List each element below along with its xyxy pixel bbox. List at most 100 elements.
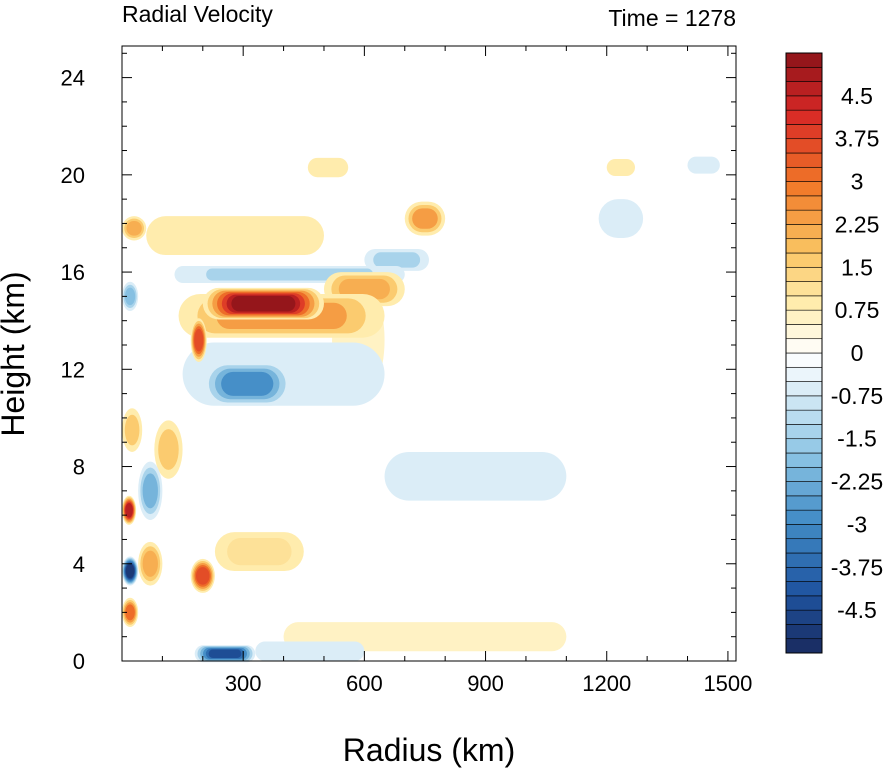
colorbar-bin <box>785 638 823 654</box>
colorbar-bin <box>785 252 823 268</box>
plot-frame <box>121 45 737 662</box>
velocity-contour-region <box>126 221 142 236</box>
colorbar-bin <box>785 338 823 354</box>
velocity-field <box>122 156 720 663</box>
velocity-contour-region <box>231 295 296 312</box>
x-tick-label: 300 <box>225 671 262 696</box>
colorbar-bin <box>785 309 823 325</box>
colorbar-bin <box>785 452 823 468</box>
velocity-contour-region <box>606 159 636 177</box>
colorbar-bin <box>785 324 823 340</box>
colorbar-bin <box>785 166 823 182</box>
velocity-contour-region <box>687 156 720 174</box>
colorbar-label: 1.5 <box>841 254 873 280</box>
velocity-contour-region <box>124 414 140 446</box>
colorbar-label: -3 <box>847 511 867 537</box>
colorbar-bin <box>785 424 823 440</box>
y-tick-label: 20 <box>61 163 85 188</box>
y-tick-label: 12 <box>61 357 85 382</box>
y-tick-label: 24 <box>61 66 85 91</box>
colorbar-label: -2.25 <box>831 469 883 495</box>
velocity-contour-region <box>373 252 421 268</box>
velocity-contour-region <box>142 473 158 509</box>
colorbar-label: 0.75 <box>835 297 880 323</box>
x-tick-label: 1500 <box>703 671 752 696</box>
colorbar-bin <box>785 352 823 368</box>
velocity-contour-region <box>221 371 274 396</box>
colorbar-bin <box>785 609 823 625</box>
colorbar-bin <box>785 566 823 582</box>
colorbar-bin <box>785 624 823 640</box>
colorbar-bin <box>785 466 823 482</box>
plot-title-right: Time = 1278 <box>608 5 736 31</box>
velocity-contour-region <box>125 502 133 518</box>
velocity-contour-region <box>412 208 438 229</box>
colorbar-label: 2.25 <box>835 211 880 237</box>
colorbar-bin <box>785 581 823 597</box>
colorbar-bin <box>785 366 823 382</box>
colorbar-bin <box>785 481 823 497</box>
colorbar-bin <box>785 524 823 540</box>
plot-title-left: Radial Velocity <box>122 1 273 27</box>
y-axis-title: Height (km) <box>0 271 31 436</box>
colorbar-bin <box>785 409 823 425</box>
colorbar-label: 3 <box>851 169 864 195</box>
plot-area <box>121 45 737 663</box>
colorbar-labels: 4.5 3.75 3 2.25 1.5 0.75 0 -0.75 -1.5 -2.25 -3 -3.7… <box>831 83 883 623</box>
velocity-contour-region <box>146 216 324 256</box>
x-axis-ticks: 300 600 900 1200 1500 <box>161 46 752 696</box>
y-axis-ticks: 0 4 8 12 16 20 24 <box>61 52 736 674</box>
colorbar-bin <box>785 124 823 140</box>
x-tick-label: 1200 <box>582 671 631 696</box>
velocity-contour-region <box>124 287 136 306</box>
velocity-contour-region <box>384 451 567 501</box>
colorbar-bin <box>785 438 823 454</box>
colorbar-bin <box>785 266 823 282</box>
colorbar-bin <box>785 95 823 111</box>
velocity-contour-region <box>125 563 135 579</box>
colorbar-bin <box>785 395 823 411</box>
colorbar-label: -3.75 <box>831 554 883 580</box>
colorbar-bin <box>785 495 823 511</box>
velocity-contour-region <box>255 641 365 661</box>
colorbar-bin <box>785 209 823 225</box>
y-tick-label: 16 <box>61 260 85 285</box>
colorbar-bin <box>785 509 823 525</box>
velocity-contour-region <box>125 604 135 621</box>
colorbar-bin <box>785 109 823 125</box>
colorbar-bin <box>785 595 823 611</box>
colorbar-bin <box>785 181 823 197</box>
y-tick-label: 8 <box>73 455 85 480</box>
colorbar-frame <box>785 52 823 654</box>
velocity-contour-region <box>142 550 158 577</box>
colorbar-bin <box>785 295 823 311</box>
x-tick-label: 600 <box>346 671 383 696</box>
velocity-contour-region <box>194 328 204 352</box>
velocity-contour-region <box>196 567 210 585</box>
velocity-contour-region <box>208 649 242 658</box>
colorbar-bins <box>785 52 823 654</box>
velocity-contour-region <box>307 157 349 178</box>
colorbar-label: 3.75 <box>835 126 880 152</box>
y-tick-label: 4 <box>73 552 85 577</box>
colorbar-bin <box>785 52 823 68</box>
colorbar-bin <box>785 81 823 97</box>
colorbar-bin <box>785 66 823 82</box>
velocity-contour-region <box>227 538 292 566</box>
colorbar-bin <box>785 152 823 168</box>
velocity-contour-region <box>158 429 179 470</box>
colorbar-bin <box>785 552 823 568</box>
colorbar-bin <box>785 381 823 397</box>
colorbar-bin <box>785 195 823 211</box>
colorbar-bin <box>785 224 823 240</box>
colorbar-label: -1.5 <box>837 426 877 452</box>
colorbar-bin <box>785 138 823 154</box>
y-tick-label: 0 <box>73 649 85 674</box>
colorbar-label: 0 <box>851 340 864 366</box>
colorbar-label: 4.5 <box>841 83 873 109</box>
colorbar-label: -4.5 <box>837 597 877 623</box>
colorbar-bin <box>785 238 823 254</box>
x-tick-label: 900 <box>467 671 504 696</box>
velocity-contour-region <box>598 199 644 239</box>
